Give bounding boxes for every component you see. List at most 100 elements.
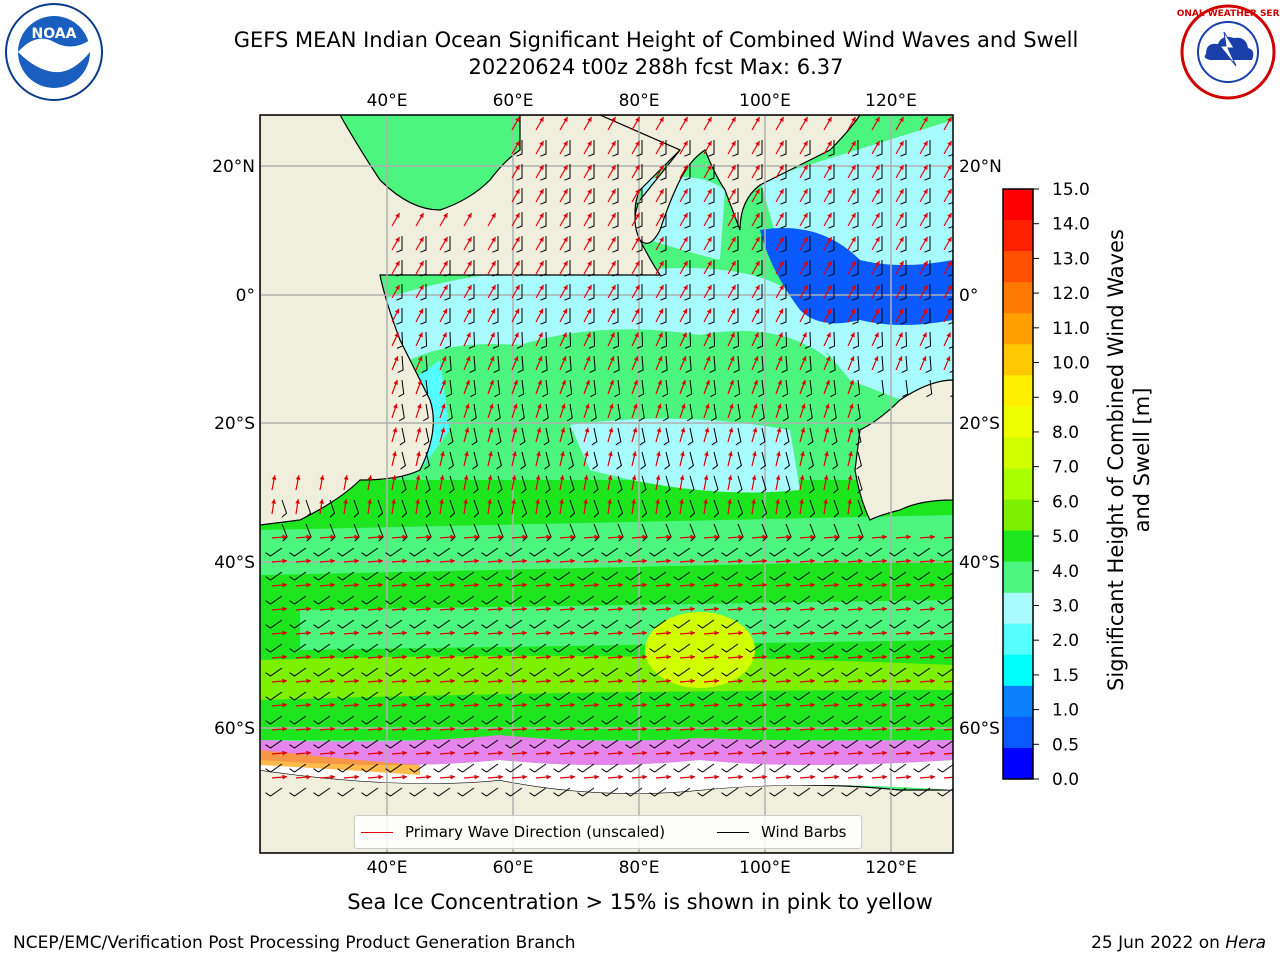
wave-arrow-head: [514, 332, 519, 338]
wind-barb: [924, 188, 931, 205]
wave-arrow-head: [731, 141, 736, 147]
wind-barb: [745, 667, 763, 677]
swell-band-lime: [260, 656, 953, 700]
wind-barb: [865, 763, 883, 773]
wave-arrow-head: [354, 678, 359, 684]
wind-barb: [471, 427, 478, 446]
wave-arrow-head: [354, 558, 359, 564]
wave-arrow-head: [635, 165, 640, 171]
wind-barb: [289, 571, 307, 581]
lat-tick-right: 60°S: [959, 719, 1000, 739]
wave-arrow-head: [930, 630, 935, 636]
wave-arrow-head: [779, 213, 784, 219]
wind-barb: [737, 499, 744, 518]
wave-arrow-head: [899, 141, 904, 147]
wave-arrow-head: [560, 427, 566, 433]
wave-arrow-head: [488, 451, 493, 457]
wind-barb: [396, 308, 403, 325]
wave-arrow-head: [666, 702, 671, 708]
wave-arrow-head: [539, 213, 544, 219]
wave-arrow-head: [714, 630, 719, 636]
wave-arrow-head: [714, 582, 719, 588]
legend-label-wave-direction: Primary Wave Direction (unscaled): [405, 823, 666, 841]
wave-arrow-head: [522, 534, 527, 540]
wave-arrow-head: [714, 726, 719, 732]
wave-arrow-head: [848, 451, 853, 457]
wave-arrow-head: [402, 582, 407, 588]
wave-arrow-head: [906, 702, 911, 708]
wave-arrow-head: [306, 534, 311, 540]
wind-barb: [588, 236, 595, 253]
wave-arrow-head: [897, 356, 903, 362]
wave-arrow-head: [498, 582, 503, 588]
wind-barb: [517, 355, 524, 374]
wave-arrow-head: [754, 332, 759, 338]
wave-arrow-head: [875, 285, 880, 291]
wind-barb: [529, 739, 547, 749]
wind-barb: [817, 667, 835, 677]
wave-arrow-head: [946, 308, 952, 314]
wind-barb: [564, 308, 571, 325]
wind-barb: [593, 499, 600, 518]
wave-arrow-head: [570, 630, 575, 636]
wind-barb: [449, 523, 456, 542]
wave-arrow-head: [658, 332, 663, 338]
wind-barb: [377, 523, 384, 542]
chart-subtitle: 20220624 t00z 288h fcst Max: 6.37: [468, 55, 844, 79]
wind-barb: [457, 547, 475, 557]
wind-barb: [841, 595, 859, 605]
wind-barb: [589, 355, 596, 374]
wave-arrow-head: [402, 558, 407, 564]
wind-barb: [492, 236, 499, 253]
wind-barb: [760, 475, 767, 494]
wave-arrow-head: [635, 117, 640, 123]
wave-arrow-head: [426, 702, 431, 708]
wind-barb: [732, 140, 739, 157]
wind-barb: [529, 571, 547, 581]
wave-arrow-head: [666, 678, 671, 684]
wave-arrow-head: [642, 630, 647, 636]
wave-arrow-head: [922, 308, 928, 314]
wave-arrow-head: [803, 141, 808, 147]
sea-ice-high-concentration: [260, 750, 420, 775]
wind-barb: [756, 212, 763, 229]
wave-arrow-head: [563, 285, 568, 291]
wind-barb: [409, 763, 427, 773]
lon-tick-bottom: 60°E: [493, 858, 534, 878]
wave-arrow-head: [594, 534, 599, 540]
wave-direction-arrows: [265, 116, 959, 797]
wave-arrow-head: [923, 189, 928, 195]
wind-barb: [397, 355, 404, 374]
wave-arrow-head: [659, 189, 664, 195]
wind-barb: [734, 379, 741, 398]
wind-barb: [721, 595, 739, 605]
wind-barb: [649, 739, 667, 749]
wave-arrow-head: [777, 379, 782, 385]
wind-barb: [708, 331, 716, 349]
wave-arrow-head: [585, 379, 590, 385]
wave-arrow-head: [642, 558, 647, 564]
wave-arrow-head: [440, 427, 446, 433]
wind-barb: [937, 668, 953, 677]
wave-arrow-head: [618, 654, 623, 660]
wave-arrow-head: [515, 213, 520, 219]
wave-arrow-head: [306, 774, 311, 780]
wind-barb: [444, 284, 451, 301]
wave-arrow-head: [666, 534, 671, 540]
wave-arrow-head: [786, 726, 791, 732]
wind-barb: [422, 379, 429, 398]
wind-barb: [769, 787, 787, 797]
wave-arrow-head: [954, 655, 959, 660]
wind-barb: [543, 427, 550, 446]
wind-barb: [649, 571, 667, 581]
wave-arrow-head: [282, 606, 287, 612]
wave-arrow-head: [810, 774, 815, 780]
wind-barb: [769, 619, 787, 629]
wind-barb: [780, 140, 787, 157]
wind-barb: [745, 715, 763, 725]
wave-arrow-head: [354, 654, 359, 660]
wind-barb: [540, 236, 547, 253]
colorbar-frame: [1002, 188, 1034, 780]
wave-arrow-head: [707, 285, 712, 291]
wind-barb: [926, 379, 933, 398]
